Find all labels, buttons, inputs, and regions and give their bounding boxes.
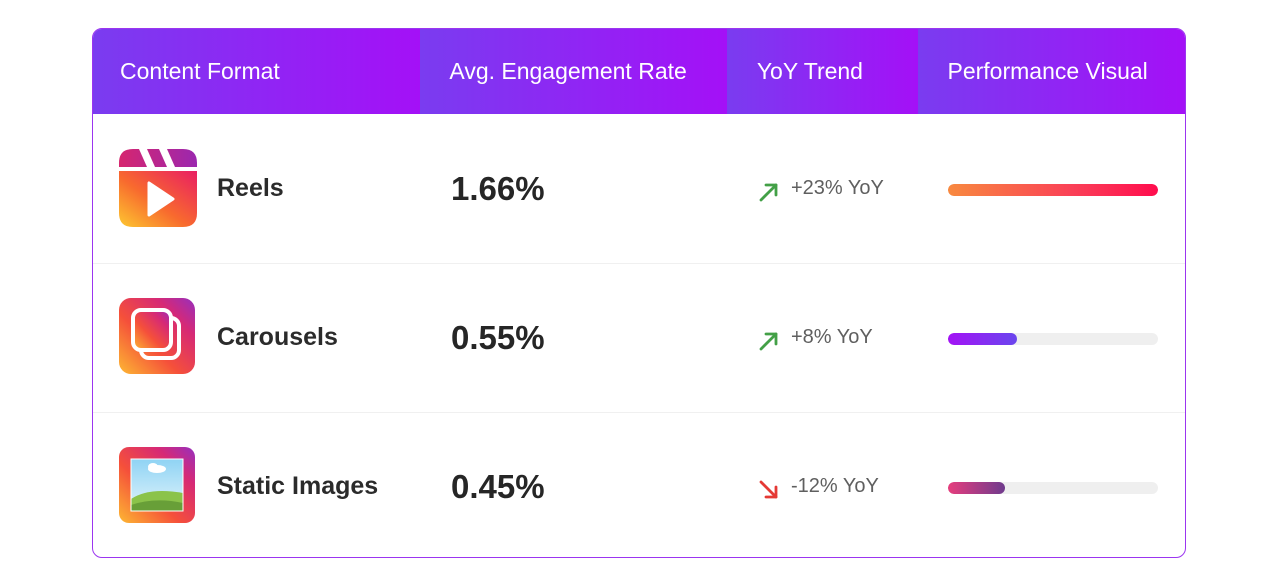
- yoy-trend: +23% YoY: [757, 114, 884, 263]
- trend-text: +23% YoY: [791, 177, 884, 199]
- trend-up-arrow-icon: [759, 332, 778, 350]
- trend-text: +8% YoY: [791, 326, 873, 348]
- trend-up-arrow-icon: [759, 183, 778, 201]
- format-name: Static Images: [217, 472, 379, 500]
- header-content-format: Content Format: [93, 29, 421, 114]
- engagement-rate: 1.66%: [451, 169, 545, 207]
- performance-bar: [948, 482, 1158, 494]
- performance-bar: [948, 333, 1158, 345]
- trend-down-arrow-icon: [759, 480, 778, 498]
- performance-bar-fill: [948, 184, 1158, 196]
- header-performance-visual: Performance Visual: [917, 29, 1185, 114]
- performance-bar-fill: [948, 333, 1018, 345]
- yoy-trend: +8% YoY: [757, 263, 873, 412]
- image-icon: [119, 447, 197, 525]
- header-engagement-rate: Avg. Engagement Rate: [420, 29, 727, 114]
- table-row-carousels: Carousels 0.55% +8% YoY: [93, 263, 1185, 413]
- performance-bar-fill: [948, 482, 1005, 494]
- table-row-static-images: Static Images 0.45% -12% YoY: [93, 412, 1185, 557]
- engagement-rate: 0.55%: [451, 318, 545, 356]
- format-name: Reels: [217, 174, 284, 202]
- engagement-rate: 0.45%: [451, 467, 545, 505]
- reels-icon: [119, 149, 197, 227]
- carousel-icon: [119, 298, 197, 376]
- trend-text: -12% YoY: [791, 475, 879, 497]
- engagement-table: Content Format Avg. Engagement Rate YoY …: [92, 28, 1186, 558]
- header-yoy-trend: YoY Trend: [726, 29, 918, 114]
- table-header: Content Format Avg. Engagement Rate YoY …: [93, 29, 1185, 114]
- table-row-reels: Reels 1.66% +23% YoY: [93, 114, 1185, 264]
- performance-bar: [948, 184, 1158, 196]
- yoy-trend: -12% YoY: [757, 412, 879, 557]
- format-name: Carousels: [217, 323, 338, 351]
